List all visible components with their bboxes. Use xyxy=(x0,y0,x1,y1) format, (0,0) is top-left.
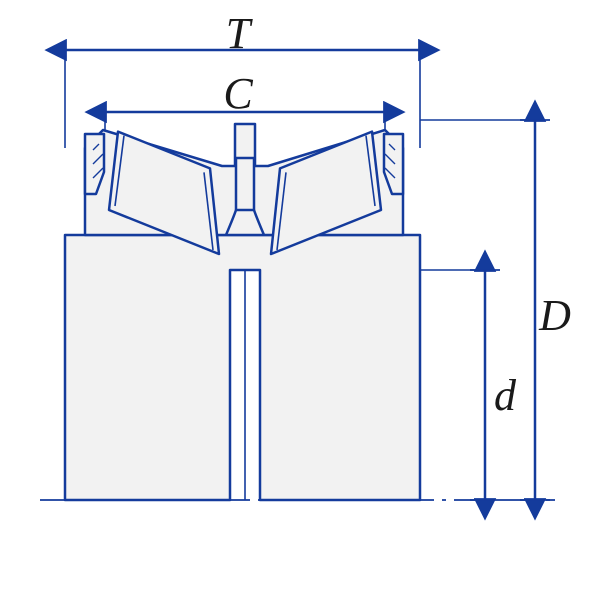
label-T: T xyxy=(226,9,254,58)
label-d: d xyxy=(494,371,517,420)
cage-pin xyxy=(236,158,254,210)
housing-ring xyxy=(65,235,420,500)
label-C: C xyxy=(223,69,253,118)
bearing-diagram: TC Dd xyxy=(0,0,600,600)
label-D: D xyxy=(538,291,571,340)
